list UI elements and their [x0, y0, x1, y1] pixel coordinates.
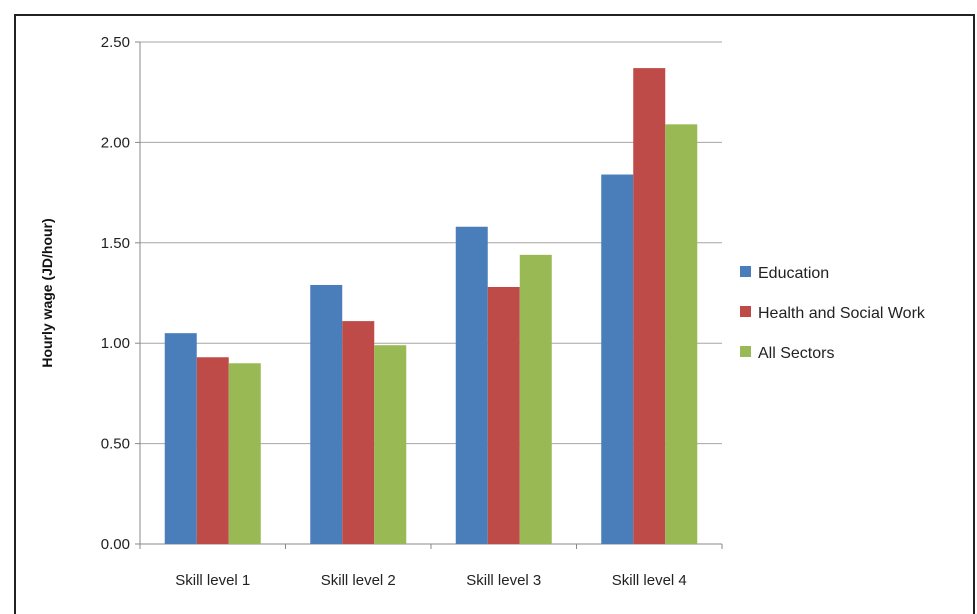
- legend-label: Health and Social Work: [758, 305, 926, 322]
- x-axis-ticks: Skill level 1 Skill level 2 Skill level 3 S…: [139, 544, 723, 589]
- y-tick-label: 0.00: [101, 536, 130, 553]
- bar-chart: 0.000.501.001.502.002.50 Skill level 1 Sk…: [39, 34, 926, 589]
- x-tick-label: Skill level 4: [612, 572, 687, 589]
- legend-swatch: [740, 346, 751, 357]
- legend-label: All Sectors: [758, 345, 834, 362]
- bars: [164, 68, 698, 544]
- legend-swatch: [740, 266, 751, 277]
- bar-education-4: [601, 174, 634, 544]
- bar-health-and-social-work-4: [633, 68, 666, 544]
- y-tick-label: 1.00: [101, 335, 130, 352]
- bar-all-sectors-4: [665, 124, 698, 544]
- bar-health-and-social-work-3: [487, 286, 520, 544]
- x-tick-label: Skill level 1: [175, 572, 250, 589]
- bar-education-3: [455, 226, 488, 544]
- x-tick-label: Skill level 2: [321, 572, 396, 589]
- bar-education-1: [164, 333, 197, 544]
- y-tick-label: 0.50: [101, 436, 130, 453]
- bar-all-sectors-2: [374, 345, 407, 544]
- y-axis-title: Hourly wage (JD/hour): [39, 218, 55, 367]
- bar-all-sectors-1: [228, 363, 261, 544]
- legend-swatch: [740, 306, 751, 317]
- y-tick-label: 1.50: [101, 235, 130, 252]
- bar-health-and-social-work-2: [342, 321, 375, 544]
- bar-education-2: [310, 284, 343, 544]
- bar-health-and-social-work-1: [196, 357, 229, 544]
- y-tick-label: 2.00: [101, 134, 130, 151]
- x-tick-label: Skill level 3: [466, 572, 541, 589]
- legend: Education Health and Social Work All Secto…: [740, 265, 926, 362]
- y-tick-label: 2.50: [101, 34, 130, 51]
- bar-all-sectors-3: [519, 254, 552, 544]
- legend-label: Education: [758, 265, 829, 282]
